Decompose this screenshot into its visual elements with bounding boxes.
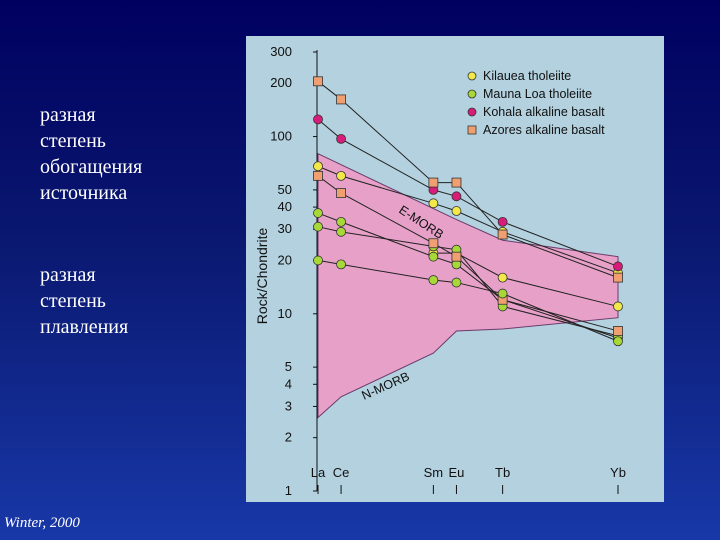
ree-chart: E-MORBN-MORB123451020304050100200300Rock… <box>254 44 626 498</box>
extra-series-0-point <box>497 272 508 283</box>
series-2-point <box>451 191 462 202</box>
series-3-point <box>613 272 623 283</box>
series-3-point <box>497 229 508 240</box>
text-line: степень <box>40 290 106 312</box>
y-tick-label: 200 <box>270 75 292 90</box>
extra-series-3-point <box>451 251 462 262</box>
text-block-melting: разная степень плавления <box>40 262 128 340</box>
x-tick-label: Ce <box>333 465 350 480</box>
series-0-point <box>451 206 462 216</box>
series-2-line <box>317 118 619 267</box>
y-tick-label: 30 <box>278 221 292 236</box>
y-tick-label: 10 <box>278 306 292 321</box>
series-1-point <box>336 259 346 270</box>
series-0-point <box>313 161 323 172</box>
extra-series-3-point <box>336 188 346 198</box>
extra-series-0-point <box>613 301 623 312</box>
y-tick-label: 3 <box>285 398 292 413</box>
x-tick-label: La <box>311 465 326 480</box>
series-3-point <box>313 76 323 87</box>
text-line: источника <box>40 182 128 204</box>
extra-series-3-point <box>613 326 623 336</box>
legend-swatch <box>467 89 477 99</box>
series-3-point <box>428 177 439 188</box>
extra-series-3-point <box>428 238 439 249</box>
series-1-point <box>313 255 323 266</box>
x-tick-label: Eu <box>449 465 465 480</box>
legend-label: Azores alkaline basalt <box>483 123 605 137</box>
y-tick-label: 100 <box>270 129 292 144</box>
credit-label: Winter, 2000 <box>4 515 80 531</box>
text-line: степень <box>40 130 106 152</box>
series-0-point <box>336 170 346 181</box>
y-tick-label: 4 <box>285 376 292 391</box>
series-3-point <box>336 94 346 105</box>
series-1-point <box>451 277 462 288</box>
ree-chart-panel: E-MORB N-MORB 1 2 3 4 5 10 20 30 40 50 100 200 300 Rock… <box>246 36 664 502</box>
series-1-point <box>613 336 623 347</box>
extra-series-3-point <box>313 170 323 181</box>
text-line: обогащения <box>40 156 143 178</box>
text-line: плавления <box>40 316 129 338</box>
y-tick-label: 5 <box>285 359 292 374</box>
y-tick-label: 50 <box>278 182 292 197</box>
series-3-point <box>451 177 462 188</box>
series-2-point <box>313 114 323 125</box>
legend-label: Kilauea tholeiite <box>483 69 571 83</box>
y-tick-label: 40 <box>278 199 292 214</box>
legend-swatch <box>467 125 477 135</box>
y-tick-label: 2 <box>285 430 292 445</box>
extra-series-2-point <box>336 226 346 237</box>
text-line: разная <box>40 264 96 286</box>
text-block-enrichment: разная степень обогащения источника <box>40 102 142 206</box>
text-line: разная <box>40 104 96 126</box>
extra-series-2-point <box>313 221 323 232</box>
y-axis-title: Rock/Chondrite <box>254 228 270 325</box>
extra-series-1-point <box>313 208 323 218</box>
legend-swatch <box>467 107 477 117</box>
legend-label: Kohala alkaline basalt <box>483 105 605 119</box>
legend-swatch <box>467 71 477 81</box>
series-1-point <box>497 288 508 299</box>
x-tick-label: Sm <box>424 465 444 480</box>
extra-series-0-line <box>433 252 619 307</box>
y-tick-label: 1 <box>285 483 292 498</box>
series-2-point <box>613 261 623 272</box>
y-tick-label: 20 <box>278 252 292 267</box>
series-2-point <box>336 134 346 144</box>
legend-label: Mauna Loa tholeiite <box>483 87 592 101</box>
extra-series-1-point <box>428 251 439 262</box>
x-tick-label: Tb <box>495 465 510 480</box>
series-0-point <box>428 198 439 209</box>
series-2-point <box>497 216 508 227</box>
x-tick-label: Yb <box>610 465 626 480</box>
series-1-point <box>428 275 439 285</box>
y-tick-label: 300 <box>270 44 292 59</box>
extra-series-1-point <box>336 216 346 227</box>
